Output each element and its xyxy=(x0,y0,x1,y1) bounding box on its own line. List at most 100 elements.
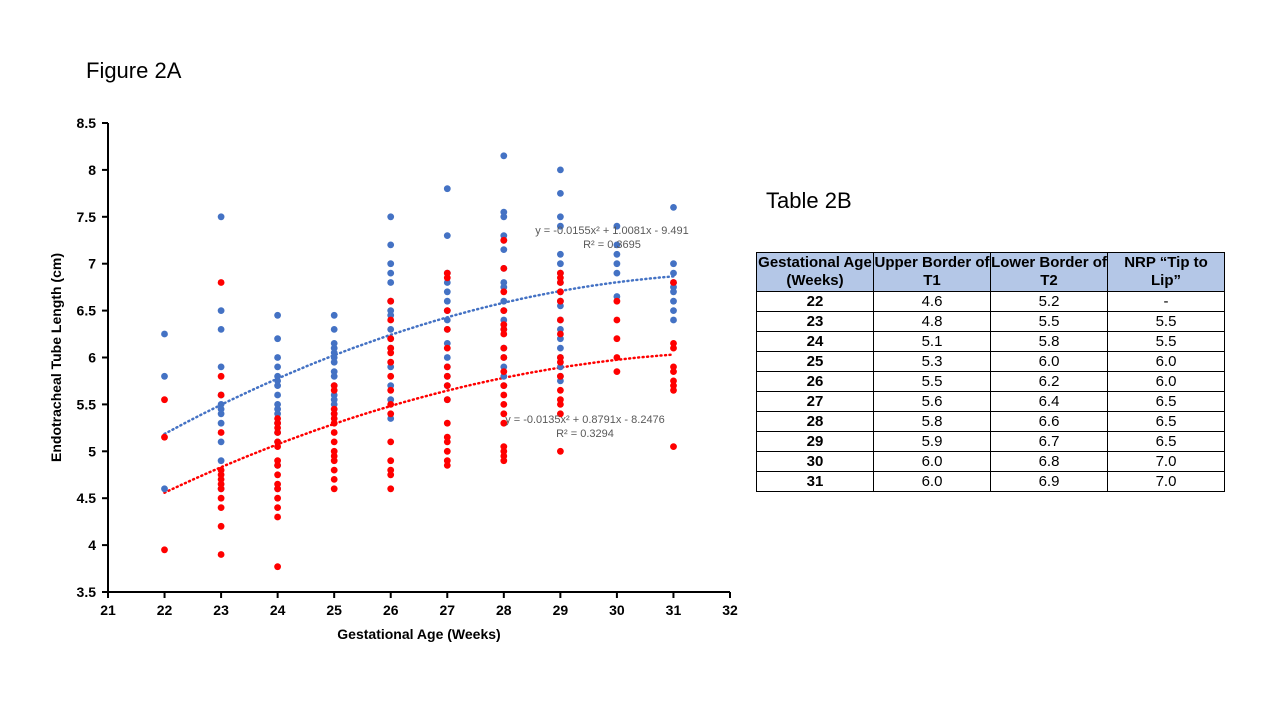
red-point xyxy=(274,513,281,521)
x-tick-label: 26 xyxy=(383,602,399,618)
blue-point xyxy=(330,391,338,399)
blue-point xyxy=(557,213,564,221)
red-point xyxy=(330,419,338,427)
blue-point xyxy=(500,208,508,216)
blue-point xyxy=(161,330,168,338)
red-point xyxy=(670,377,677,385)
x-tick-label: 23 xyxy=(213,602,229,618)
table-row: 30 6.0 6.8 7.0 xyxy=(756,451,1225,472)
scatter-chart: 3.5 4 4.5 5 5.5 6 6.5 7 7.5 8 8.5 21 22 23 24 25 26 27 28 2… xyxy=(48,115,738,642)
blue-point xyxy=(330,368,338,375)
axes: 3.5 4 4.5 5 5.5 6 6.5 7 7.5 8 8.5 21 22 23 24 25 26 27 28 2… xyxy=(77,115,738,618)
red-point xyxy=(670,382,677,389)
red-point xyxy=(274,494,281,502)
blue-point xyxy=(330,358,338,366)
blue-point xyxy=(670,307,677,314)
cell-t1: 6.0 xyxy=(873,451,991,472)
blue-point xyxy=(500,152,508,160)
red-point xyxy=(443,438,451,446)
red-point xyxy=(443,419,451,427)
red-point xyxy=(670,344,677,352)
red-point xyxy=(557,297,564,305)
blue-point xyxy=(330,354,338,361)
red-point xyxy=(557,316,564,324)
cell-nrp: 5.5 xyxy=(1107,311,1225,332)
cell-t1: 4.8 xyxy=(873,311,991,332)
blue-point xyxy=(161,372,168,380)
red-point xyxy=(557,396,564,404)
red-point xyxy=(330,452,338,460)
cell-nrp: 5.5 xyxy=(1107,331,1225,352)
red-point xyxy=(387,466,395,474)
blue-point xyxy=(274,354,281,361)
blue-point xyxy=(330,396,338,404)
red-point xyxy=(274,563,281,571)
blue-point xyxy=(274,363,281,371)
red-point xyxy=(443,326,451,333)
blue-point xyxy=(557,344,564,352)
blue-point xyxy=(557,363,564,371)
red-point xyxy=(217,279,225,286)
header-lower-border-t2: Lower Border of T2 xyxy=(990,252,1108,292)
blue-point xyxy=(443,316,451,324)
axis-labels: Gestational Age (Weeks) Endotracheal Tub… xyxy=(48,253,501,642)
cell-t2: 6.8 xyxy=(990,451,1108,472)
cell-ga: 24 xyxy=(756,331,874,352)
red-point xyxy=(500,368,508,375)
red-point xyxy=(274,443,281,450)
blue-point xyxy=(670,260,677,268)
red-point xyxy=(500,443,508,450)
cell-nrp: 7.0 xyxy=(1107,451,1225,472)
red-point xyxy=(274,480,281,488)
blue-point xyxy=(387,241,395,249)
y-tick-label: 6 xyxy=(88,350,96,366)
y-tick-label: 5 xyxy=(88,443,96,459)
cell-ga: 28 xyxy=(756,411,874,432)
table-row: 29 5.9 6.7 6.5 xyxy=(756,431,1225,452)
table-row: 24 5.1 5.8 5.5 xyxy=(756,331,1225,352)
blue-point xyxy=(274,377,281,385)
blue-point xyxy=(387,311,395,319)
blue-point xyxy=(217,405,225,413)
y-tick-label: 8.5 xyxy=(77,115,97,131)
blue-point xyxy=(330,344,338,352)
red-point xyxy=(443,396,451,404)
red-point xyxy=(387,401,395,408)
red-point xyxy=(443,274,451,282)
cell-nrp: 6.5 xyxy=(1107,411,1225,432)
trendlines xyxy=(163,275,675,494)
red-point xyxy=(500,401,508,408)
red-point xyxy=(443,462,451,469)
table-title: Table 2B xyxy=(766,188,852,213)
red-point xyxy=(387,386,395,394)
y-tick-label: 4.5 xyxy=(77,490,97,506)
blue-point xyxy=(274,382,281,389)
red-point xyxy=(500,288,508,296)
blue-point xyxy=(217,213,225,221)
blue-point xyxy=(217,438,225,446)
blue-point xyxy=(500,363,508,371)
blue-point xyxy=(670,204,677,211)
red-point xyxy=(613,316,621,324)
red-point xyxy=(557,386,564,394)
red-point xyxy=(500,391,508,399)
red-point xyxy=(274,504,281,511)
blue-point xyxy=(330,401,338,408)
red-point xyxy=(443,344,451,352)
cell-nrp: 7.0 xyxy=(1107,471,1225,492)
red-point xyxy=(557,269,564,277)
blue-point xyxy=(330,372,338,380)
blue-point xyxy=(330,311,338,319)
blue-trendline xyxy=(163,275,675,436)
red-point xyxy=(500,457,508,465)
blue-point xyxy=(274,335,281,343)
header-gestational-age: Gestational Age (Weeks) xyxy=(756,252,874,292)
y-tick-label: 7 xyxy=(88,256,96,272)
red-point xyxy=(274,419,281,427)
header-nrp-tip-to-lip: NRP “Tip to Lip” xyxy=(1107,252,1225,292)
red-point xyxy=(161,433,168,441)
blue-point xyxy=(443,185,451,193)
y-axis-label: Endotracheal Tube Length (cm) xyxy=(48,253,64,462)
red-point xyxy=(387,344,395,352)
red-point xyxy=(387,457,395,465)
